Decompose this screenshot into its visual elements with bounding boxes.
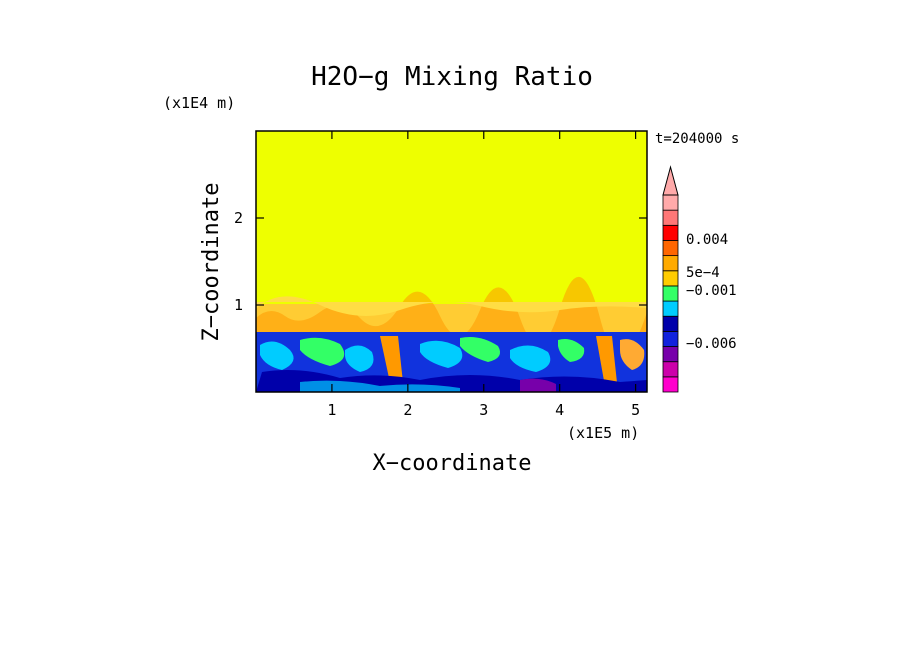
x-tick-label: 5 [631, 401, 640, 419]
colorbar-extend-arrow [662, 165, 679, 196]
mid-band-wave [256, 276, 647, 356]
colorbar-segment [662, 376, 679, 393]
mid-band-streak [256, 296, 647, 316]
colorbar-label: −0.001 [686, 283, 737, 299]
y-axis-label: Z−coordinate [199, 183, 224, 342]
colorbar-segment [662, 224, 679, 241]
y-scale-label: (x1E4 m) [163, 94, 235, 112]
x-tick-label: 2 [403, 401, 412, 419]
x-tick-label: 4 [555, 401, 564, 419]
time-label: t=204000 s [655, 131, 739, 147]
colorbar-segment [662, 285, 679, 302]
y-ticks: 12 [234, 209, 647, 314]
colorbar-segment [662, 300, 679, 317]
x-scale-label: (x1E5 m) [567, 424, 639, 442]
colorbar: 0.004 5e−4 −0.001 −0.006 [662, 165, 737, 393]
colorbar-segment [662, 315, 679, 332]
y-tick-label: 2 [234, 209, 243, 227]
colorbar-label: −0.006 [686, 336, 737, 352]
colorbar-segment [662, 240, 679, 257]
x-axis-label: X−coordinate [373, 451, 532, 476]
x-tick-label: 1 [327, 401, 336, 419]
x-ticks: 1 2 3 4 5 [327, 131, 640, 419]
lower-turbulence [256, 336, 647, 392]
plot-field [255, 130, 648, 393]
colorbar-segment [662, 270, 679, 287]
plot-frame [255, 130, 648, 393]
colorbar-segment [662, 194, 679, 211]
colorbar-segment [662, 361, 679, 378]
colorbar-label: 5e−4 [686, 265, 720, 281]
colorbar-segment [662, 330, 679, 347]
chart-title: H2O−g Mixing Ratio [311, 62, 593, 92]
colorbar-label: 0.004 [686, 232, 728, 248]
colorbar-segment [662, 255, 679, 272]
x-tick-label: 3 [479, 401, 488, 419]
colorbar-segment [662, 209, 679, 226]
colorbar-segment [662, 346, 679, 363]
y-tick-label: 1 [234, 296, 243, 314]
region-upper [256, 131, 647, 309]
